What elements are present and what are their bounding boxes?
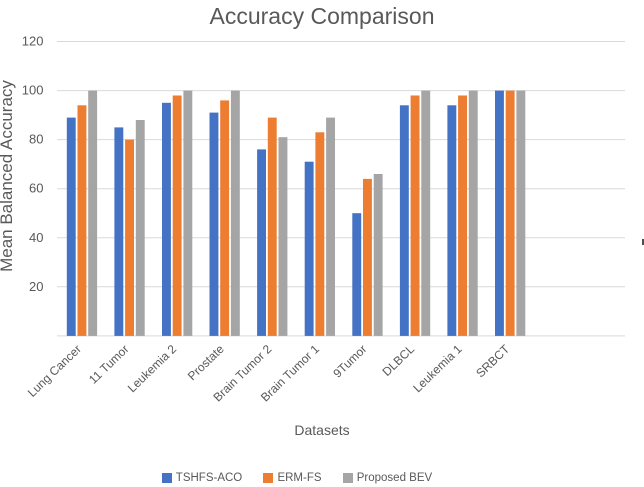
svg-text:120: 120 [22,34,44,49]
svg-text:DLBCL: DLBCL [380,342,418,379]
svg-text:40: 40 [29,230,43,245]
svg-text:SRBCT: SRBCT [473,342,512,381]
svg-text:Prostate: Prostate [185,342,227,383]
svg-text:80: 80 [29,132,43,147]
svg-text:Lung Cancer: Lung Cancer [25,342,84,400]
svg-text:60: 60 [29,181,43,196]
svg-text:Leukemia 2: Leukemia 2 [125,342,180,395]
svg-text:20: 20 [29,279,43,294]
svg-text:11 Tumor: 11 Tumor [86,342,132,387]
svg-text:Leukemia 1: Leukemia 1 [410,342,465,395]
svg-text:100: 100 [22,83,44,98]
svg-text:9Tumor: 9Tumor [330,342,369,380]
